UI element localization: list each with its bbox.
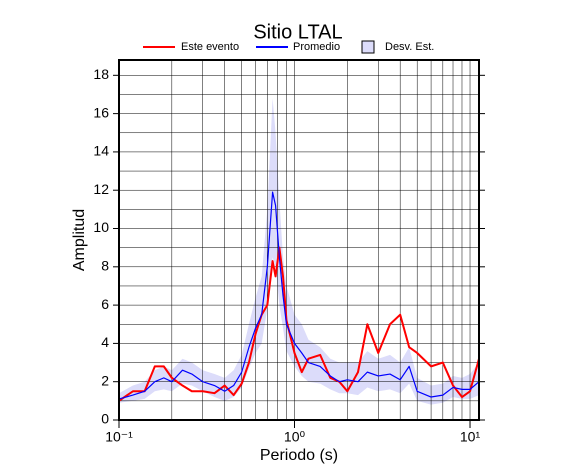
legend-label: Promedio xyxy=(293,41,340,53)
chart-title: Sitio LTAL xyxy=(253,21,342,43)
series-line xyxy=(118,246,480,402)
x-tick-label: 10¹ xyxy=(460,429,481,445)
x-tick-label: 10⁰ xyxy=(284,429,306,445)
y-tick-label: 4 xyxy=(101,334,109,350)
y-tick-label: 18 xyxy=(93,66,109,82)
y-axis-label: Amplitud xyxy=(71,209,88,271)
y-tick-label: 16 xyxy=(93,104,109,120)
plot-frame xyxy=(118,59,480,421)
y-tick-label: 6 xyxy=(101,296,109,312)
legend-label: Este evento xyxy=(181,41,239,53)
std-band xyxy=(119,98,479,405)
y-tick-label: 14 xyxy=(93,143,109,159)
x-tick-label: 10⁻¹ xyxy=(105,429,133,445)
y-tick-label: 12 xyxy=(93,181,109,197)
y-tick-label: 0 xyxy=(101,411,109,427)
legend-swatch xyxy=(361,40,375,54)
series-line xyxy=(118,191,480,400)
x-axis-label: Periodo (s) xyxy=(260,447,338,464)
y-tick-label: 10 xyxy=(93,219,109,235)
legend-label: Desv. Est. xyxy=(385,41,434,53)
y-tick-label: 2 xyxy=(101,372,109,388)
y-tick-label: 8 xyxy=(101,258,109,274)
